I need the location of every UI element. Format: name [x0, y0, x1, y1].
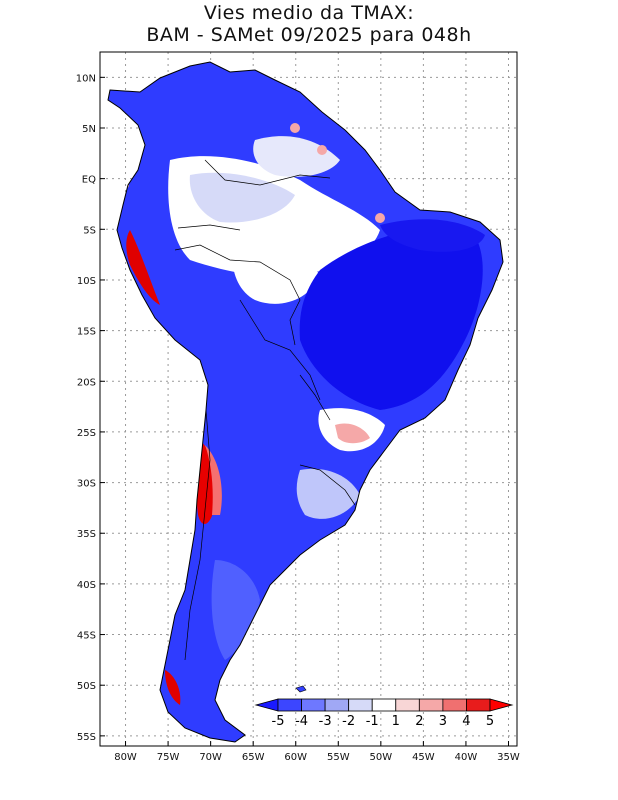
lat-label: 5S	[83, 225, 96, 236]
colorbar-label: -1	[366, 714, 379, 729]
colorbar-label: -2	[342, 714, 355, 729]
lon-label: 45W	[412, 752, 435, 763]
colorbar-arrow-high	[489, 698, 514, 712]
warm-spot-guiana	[317, 145, 327, 155]
colorbar-arrow-low	[254, 698, 279, 712]
lat-label: 35S	[77, 529, 96, 540]
border-colombia-brazil	[204, 159, 331, 186]
strong-negative-northeast	[380, 219, 485, 252]
lon-label: 35W	[497, 752, 520, 763]
colorbar-label: -3	[319, 714, 332, 729]
warm-spot-venezuela	[290, 123, 300, 133]
border-chile-argentina	[184, 409, 211, 661]
colorbar-label: 2	[415, 714, 423, 729]
map-frame	[99, 51, 518, 747]
colorbar-label: 1	[392, 714, 400, 729]
colorbar-label: -4	[295, 714, 308, 729]
lon-label: 50W	[370, 752, 393, 763]
weak-negative-guiana	[253, 136, 340, 177]
colorbar-label: 5	[486, 714, 494, 729]
warm-spot-para	[375, 213, 385, 223]
axis-labels: 10N 5N EQ 5S 10S 15S 20S 25S 30S 35S 40S 45S 50S 55S 8…	[76, 73, 520, 763]
border-ecuador-peru	[177, 224, 241, 231]
lon-label: 40W	[455, 752, 478, 763]
lat-label: 20S	[77, 377, 96, 388]
colorbar-box	[418, 698, 444, 712]
falkland-islands	[295, 685, 307, 693]
warm-bias-andes-halo	[205, 445, 222, 515]
lat-label: 15S	[77, 327, 96, 338]
colorbar-box	[301, 698, 326, 712]
colorbar-box	[324, 698, 350, 712]
lat-label: 50S	[77, 681, 96, 692]
lat-label: 40S	[77, 580, 96, 591]
colorbar-box	[466, 698, 491, 712]
colorbar: -5 -4 -3 -2 -1 1 2 3 4 5	[254, 698, 514, 729]
colorbar-box	[348, 698, 373, 712]
colorbar-label: 3	[439, 714, 447, 729]
lon-label: 55W	[327, 752, 350, 763]
lat-label: 10N	[76, 73, 96, 84]
border-bolivia	[239, 299, 321, 401]
bias-field	[107, 61, 504, 743]
colorbar-box	[371, 698, 397, 712]
colorbar-label: 4	[462, 714, 470, 729]
map-title-line2: BAM - SAMet 09/2025 para 048h	[146, 24, 472, 46]
colorbar-box	[442, 698, 467, 712]
colorbar-box	[277, 698, 302, 712]
warm-bias-south-chile	[165, 670, 181, 705]
lon-label: 70W	[199, 752, 222, 763]
lat-label: 30S	[77, 479, 96, 490]
lat-label: 5N	[82, 124, 96, 135]
border-peru-brazil-bolivia	[174, 244, 301, 346]
colorbar-box	[395, 698, 420, 712]
lat-label: 45S	[77, 631, 96, 642]
lon-label: 60W	[284, 752, 307, 763]
border-paraguay	[299, 374, 331, 421]
warm-bias-andes-north	[126, 230, 160, 305]
warm-bias-south-brazil	[335, 423, 370, 444]
country-borders	[174, 159, 356, 661]
lon-label: 65W	[242, 752, 265, 763]
lon-label: 75W	[157, 752, 180, 763]
lat-label: 55S	[77, 732, 96, 743]
border-uruguay	[299, 464, 356, 506]
weak-negative-uruguay	[296, 468, 360, 519]
lon-label: 80W	[114, 752, 137, 763]
map-title-line1: Vies medio da TMAX:	[203, 2, 415, 24]
moderate-negative-patagonia	[211, 560, 260, 660]
colorbar-label: -5	[272, 714, 285, 729]
lat-label: 10S	[77, 276, 96, 287]
lat-label: 25S	[77, 428, 96, 439]
lat-label: EQ	[82, 175, 96, 186]
strong-negative-brazil	[299, 227, 483, 410]
weak-negative-amazon	[189, 172, 295, 223]
